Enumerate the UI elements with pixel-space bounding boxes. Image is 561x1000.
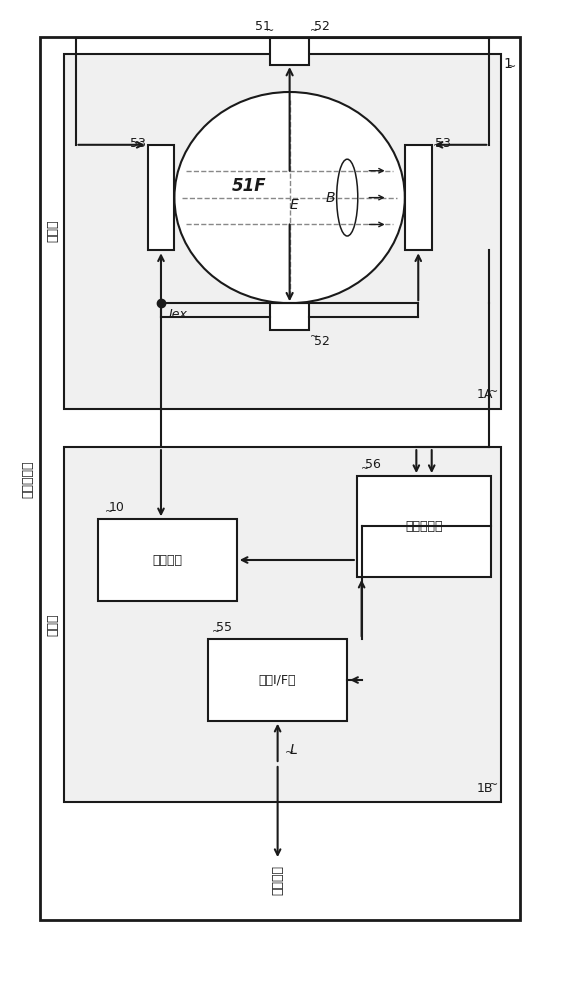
- Text: ~: ~: [286, 747, 295, 757]
- Text: 52: 52: [314, 20, 329, 33]
- Bar: [405, 145, 432, 250]
- Bar: [64, 447, 501, 802]
- Bar: [64, 54, 501, 409]
- Text: ~: ~: [310, 26, 318, 36]
- Text: 检测器: 检测器: [46, 220, 59, 242]
- Text: ~: ~: [310, 332, 318, 342]
- Text: 上位装置: 上位装置: [271, 865, 284, 895]
- Text: 1B: 1B: [477, 782, 493, 794]
- Text: L: L: [289, 743, 297, 757]
- Text: ~: ~: [489, 780, 498, 790]
- Text: 通信I/F部: 通信I/F部: [259, 674, 296, 686]
- Bar: [270, 38, 309, 65]
- Ellipse shape: [337, 159, 358, 236]
- Text: E: E: [290, 198, 299, 212]
- Bar: [148, 145, 174, 250]
- Text: ~: ~: [433, 141, 441, 151]
- Text: 励磁电路: 励磁电路: [152, 554, 182, 566]
- Text: 电磁流量计: 电磁流量计: [21, 460, 34, 498]
- Ellipse shape: [174, 92, 405, 303]
- Text: 52: 52: [314, 335, 329, 348]
- Text: ~: ~: [361, 464, 369, 474]
- Text: ~: ~: [489, 387, 498, 397]
- Text: 转换器: 转换器: [46, 614, 59, 636]
- Text: ~: ~: [212, 627, 220, 637]
- Bar: [270, 303, 309, 330]
- Text: 10: 10: [109, 501, 125, 514]
- Text: ~: ~: [507, 62, 516, 72]
- Text: 51F: 51F: [232, 177, 266, 195]
- Bar: [208, 639, 347, 721]
- Bar: [357, 476, 491, 577]
- Text: 55: 55: [215, 621, 232, 634]
- Text: ~: ~: [149, 141, 157, 151]
- Text: 信号处理部: 信号处理部: [405, 520, 443, 533]
- Text: 51: 51: [255, 20, 270, 33]
- Text: ~: ~: [266, 26, 274, 36]
- Text: B: B: [325, 191, 335, 205]
- Bar: [40, 37, 520, 920]
- Bar: [98, 519, 237, 601]
- Text: 53: 53: [130, 137, 146, 150]
- Text: ~: ~: [105, 507, 113, 517]
- Text: 1: 1: [503, 57, 512, 71]
- Text: 56: 56: [365, 458, 380, 471]
- Text: Iex: Iex: [169, 308, 187, 321]
- Text: 1A: 1A: [477, 388, 493, 401]
- Text: 53: 53: [435, 137, 450, 150]
